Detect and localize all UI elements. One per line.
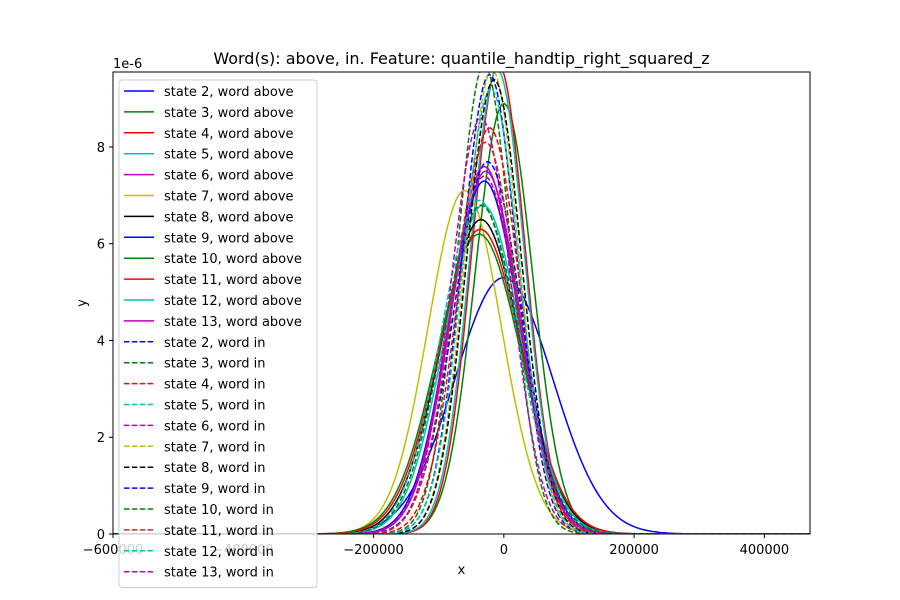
legend-label: state 10, word in	[164, 503, 274, 518]
y-tick-label: 2	[97, 431, 105, 446]
legend-label: state 2, word above	[164, 85, 294, 100]
x-tick-label: −200000	[343, 543, 404, 558]
x-axis-label: x	[458, 563, 466, 578]
legend-label: state 5, word in	[164, 399, 266, 414]
legend-label: state 4, word above	[164, 127, 294, 142]
series-line-6	[113, 189, 810, 534]
legend-label: state 13, word in	[164, 566, 274, 581]
series-line-23	[113, 88, 810, 534]
plot-frame	[112, 71, 811, 535]
legend-label: state 4, word in	[164, 378, 266, 393]
legend-label: state 9, word above	[164, 231, 294, 246]
legend-label: state 12, word above	[164, 294, 302, 309]
legend-label: state 7, word in	[164, 440, 266, 455]
y-tick-label: 6	[97, 238, 105, 253]
legend-label: state 7, word above	[164, 190, 294, 205]
legend-label: state 9, word in	[164, 482, 266, 497]
y-tick-label: 0	[97, 528, 105, 543]
legend-label: state 11, word above	[164, 273, 302, 288]
chart-title: Word(s): above, in. Feature: quantile_ha…	[213, 49, 709, 69]
legend-label: state 2, word in	[164, 336, 266, 351]
y-axis: 0 2 4 6 8	[97, 141, 113, 543]
legend-label: state 10, word above	[164, 252, 302, 267]
series-line-2	[113, 102, 810, 534]
legend-label: state 8, word in	[164, 461, 266, 476]
legend-label: state 5, word above	[164, 148, 294, 163]
series-layer	[113, 72, 810, 534]
legend-label: state 3, word in	[164, 357, 266, 372]
legend-label: state 13, word above	[164, 315, 302, 330]
y-axis-offset-label: 1e-6	[113, 57, 142, 72]
y-tick-label: 8	[97, 141, 105, 156]
legend-label: state 6, word above	[164, 169, 294, 184]
series-line-4	[113, 72, 810, 534]
legend-label: state 11, word in	[164, 524, 274, 539]
legend: state 2, word above state 3, word above st…	[118, 79, 318, 589]
x-tick-label: 200000	[609, 543, 659, 558]
legend-label: state 8, word above	[164, 210, 294, 225]
y-axis-label: y	[75, 299, 90, 307]
y-tick-label: 4	[97, 334, 105, 349]
legend-label: state 6, word in	[164, 419, 266, 434]
series-line-15	[113, 127, 810, 534]
series-line-20	[113, 160, 810, 534]
x-tick-label: 400000	[740, 543, 790, 558]
legend-label: state 3, word above	[164, 106, 294, 121]
series-line-3	[113, 72, 810, 534]
series-line-11	[113, 204, 810, 534]
legend-box	[118, 79, 318, 589]
x-tick-label: 0	[500, 543, 508, 558]
series-line-24	[113, 175, 810, 534]
legend-label: state 12, word in	[164, 545, 274, 560]
